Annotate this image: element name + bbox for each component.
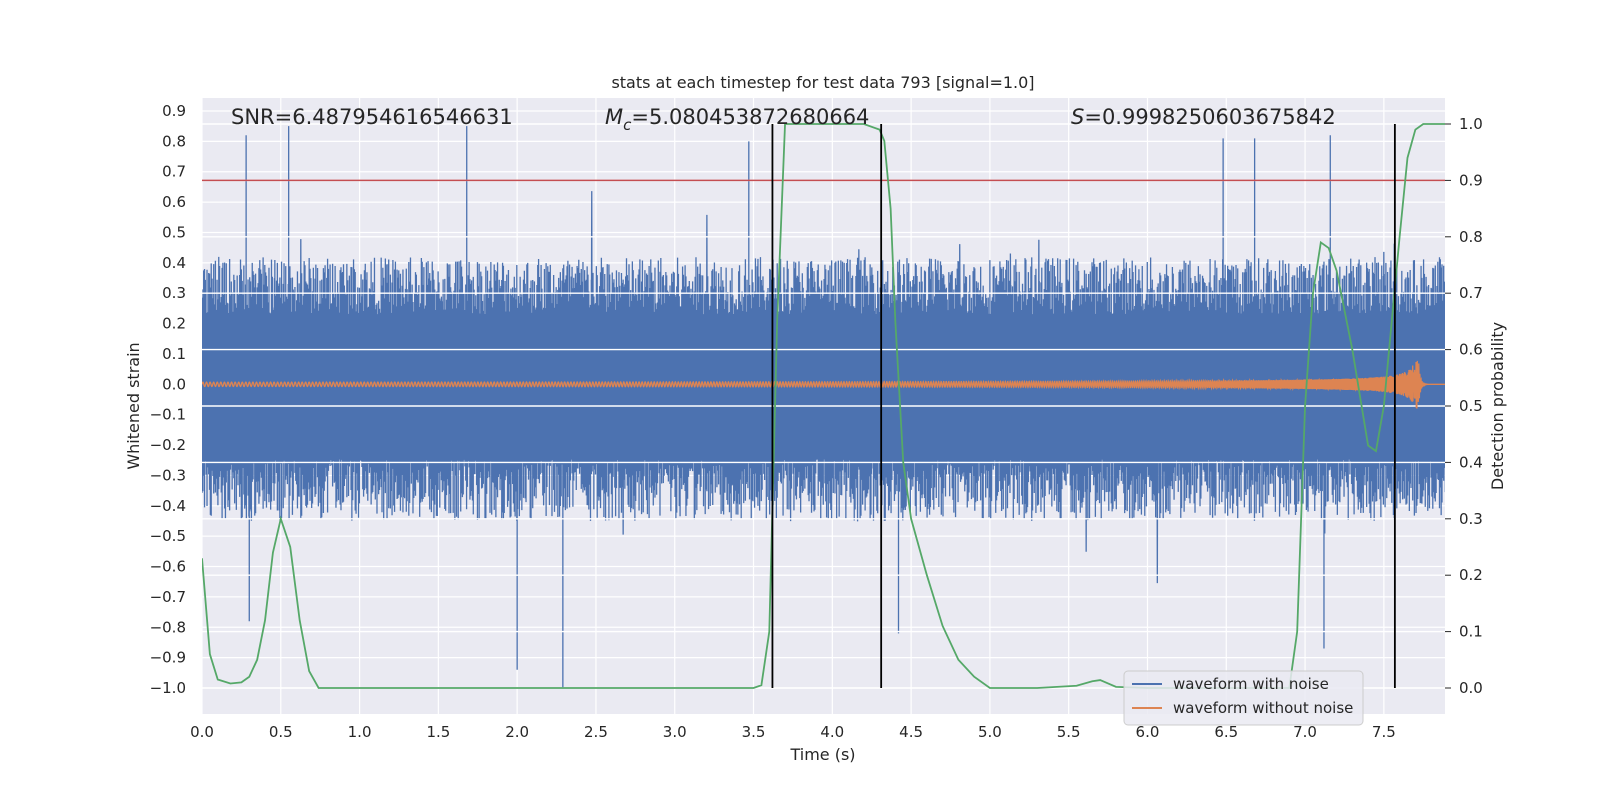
chirp-mass-value: =5.080453872680664: [631, 105, 869, 129]
x-axis-ticks: 0.0 0.5 1.0 1.5 2.0 2.5 3.0 3.5 4.0 4.5 5.0 5.5 6.0 6…: [190, 723, 1396, 741]
waveform-without-noise-series: [202, 360, 1445, 409]
y-tick-label: 0.9: [162, 102, 186, 120]
y2-tick-label: 0.9: [1459, 171, 1483, 189]
y-tick-label: −0.4: [150, 497, 186, 515]
y-tick-label: 0.2: [162, 315, 186, 333]
x-tick-label: 6.5: [1214, 723, 1238, 741]
vertical-markers: [771, 124, 1396, 688]
y2-tick-label: 0.4: [1459, 453, 1483, 471]
y-tick-label: 0.0: [162, 375, 186, 393]
detection-probability-series: [202, 123, 1445, 689]
x-tick-label: 5.0: [978, 723, 1002, 741]
y-tick-label: 0.5: [162, 223, 186, 241]
y-tick-label: 0.6: [162, 193, 186, 211]
x-tick-label: 1.0: [348, 723, 372, 741]
chirp-mass-symbol: M: [605, 105, 623, 129]
y2-tick-label: 0.3: [1459, 510, 1483, 528]
y2-axis-ticks: 1.0 0.9 0.8 0.7 0.6 0.5 0.4 0.3 0.2 0.1 0.0: [1445, 115, 1483, 697]
x-axis-label: Time (s): [789, 745, 855, 764]
y2-tick-label: 0.0: [1459, 679, 1483, 697]
x-tick-label: 1.5: [426, 723, 450, 741]
y2-tick-label: 1.0: [1459, 115, 1483, 133]
x-tick-label: 4.5: [899, 723, 923, 741]
x-tick-label: 5.5: [1057, 723, 1081, 741]
x-tick-label: 7.0: [1293, 723, 1317, 741]
x-tick-label: 6.0: [1136, 723, 1160, 741]
x-tick-label: 2.0: [505, 723, 529, 741]
x-tick-label: 3.0: [663, 723, 687, 741]
y-tick-label: −0.2: [150, 436, 186, 454]
x-tick-label: 7.5: [1372, 723, 1396, 741]
y-tick-label: 0.7: [162, 163, 186, 181]
chirp-mass-annotation: Mc=5.080453872680664: [605, 105, 869, 134]
y-tick-label: −0.7: [150, 588, 186, 606]
legend: waveform with noise waveform without noi…: [1123, 670, 1364, 726]
legend-label-clean: waveform without noise: [1173, 699, 1353, 717]
y-tick-label: 0.1: [162, 345, 186, 363]
significance-symbol: S: [1071, 105, 1084, 129]
y-tick-label: −0.3: [150, 466, 186, 484]
significance-annotation: S=0.9998250603675842: [1071, 105, 1336, 129]
y2-tick-label: 0.1: [1459, 623, 1483, 641]
legend-label-noise: waveform with noise: [1173, 675, 1329, 693]
y-tick-label: −0.1: [150, 406, 186, 424]
x-tick-label: 0.0: [190, 723, 214, 741]
y2-tick-label: 0.8: [1459, 228, 1483, 246]
y-tick-label: 0.3: [162, 284, 186, 302]
y-axis-ticks: 0.9 0.8 0.7 0.6 0.5 0.4 0.3 0.2 0.1 0.0 −0.1 −0.2 −0…: [150, 102, 186, 697]
y2-axis-label: Detection probability: [1488, 322, 1507, 490]
legend-box: [1123, 670, 1364, 726]
y-tick-label: −0.9: [150, 649, 186, 667]
y-tick-label: −0.5: [150, 527, 186, 545]
y-tick-label: −0.8: [150, 618, 186, 636]
significance-value: =0.9998250603675842: [1084, 105, 1335, 129]
y2-tick-label: 0.7: [1459, 284, 1483, 302]
y-tick-label: −0.6: [150, 558, 186, 576]
chart-title: stats at each timestep for test data 793…: [611, 73, 1034, 92]
x-tick-label: 2.5: [584, 723, 608, 741]
snr-annotation: SNR=6.487954616546631: [231, 105, 513, 129]
x-tick-label: 0.5: [269, 723, 293, 741]
y-axis-label: Whitened strain: [124, 342, 143, 469]
y2-tick-label: 0.5: [1459, 397, 1483, 415]
y2-tick-label: 0.2: [1459, 566, 1483, 584]
chirp-mass-subscript: c: [623, 116, 632, 134]
y-tick-label: 0.8: [162, 132, 186, 150]
x-tick-label: 3.5: [742, 723, 766, 741]
y-tick-label: −1.0: [150, 679, 186, 697]
x-tick-label: 4.0: [820, 723, 844, 741]
y2-tick-label: 0.6: [1459, 341, 1483, 359]
y-tick-label: 0.4: [162, 254, 186, 272]
